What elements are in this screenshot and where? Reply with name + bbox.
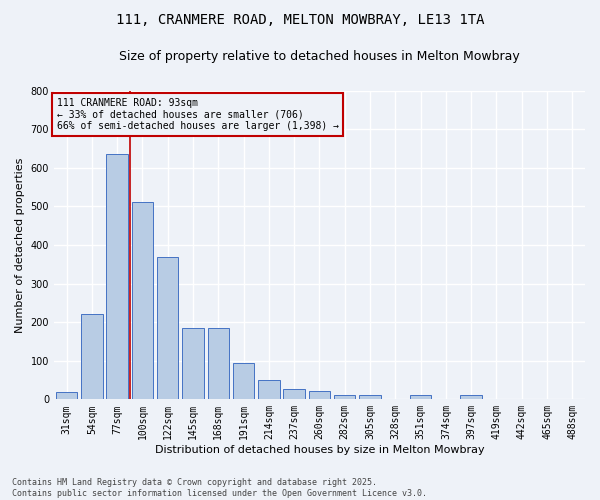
Bar — [106, 154, 128, 400]
Bar — [208, 328, 229, 400]
Bar — [460, 394, 482, 400]
Bar — [81, 314, 103, 400]
Text: Contains HM Land Registry data © Crown copyright and database right 2025.
Contai: Contains HM Land Registry data © Crown c… — [12, 478, 427, 498]
Bar — [410, 394, 431, 400]
Text: 111, CRANMERE ROAD, MELTON MOWBRAY, LE13 1TA: 111, CRANMERE ROAD, MELTON MOWBRAY, LE13… — [116, 12, 484, 26]
Bar — [233, 362, 254, 400]
Bar — [182, 328, 204, 400]
Text: 111 CRANMERE ROAD: 93sqm
← 33% of detached houses are smaller (706)
66% of semi-: 111 CRANMERE ROAD: 93sqm ← 33% of detach… — [56, 98, 338, 132]
Bar — [334, 396, 355, 400]
Bar — [131, 202, 153, 400]
Title: Size of property relative to detached houses in Melton Mowbray: Size of property relative to detached ho… — [119, 50, 520, 63]
Bar — [359, 396, 381, 400]
Bar — [157, 256, 178, 400]
Bar — [258, 380, 280, 400]
Bar — [309, 391, 330, 400]
Bar — [283, 389, 305, 400]
X-axis label: Distribution of detached houses by size in Melton Mowbray: Distribution of detached houses by size … — [155, 445, 484, 455]
Bar — [56, 392, 77, 400]
Y-axis label: Number of detached properties: Number of detached properties — [15, 158, 25, 332]
